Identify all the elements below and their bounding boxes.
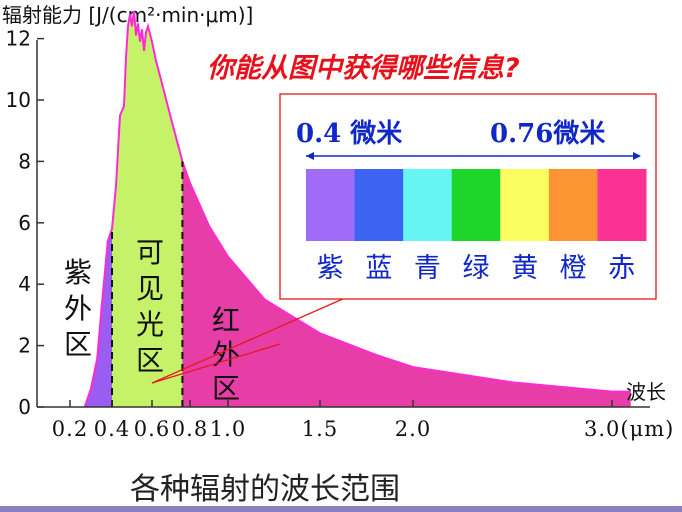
- x-axis-label: 波长: [626, 380, 666, 404]
- uv-label-char-3: 区: [64, 328, 92, 361]
- spectrum-color-name: 青: [414, 253, 441, 284]
- y-tick-label: 8: [18, 149, 31, 173]
- bottom-strip: [0, 506, 682, 512]
- y-tick-label: 12: [6, 27, 31, 51]
- ir-label-char-3: 区: [212, 372, 240, 405]
- x-tick-label: 0.4: [94, 417, 130, 441]
- spectrum-swatch: [306, 169, 356, 241]
- x-ticks: 0.2 0.4 0.6 0.8 1.0 1.5 2.0 3.0(μm): [52, 400, 674, 441]
- question-text: 你能从图中获得哪些信息?: [207, 53, 520, 84]
- y-tick-label: 0: [18, 395, 31, 419]
- spectrum-color-name: 蓝: [365, 253, 392, 284]
- uv-label-char-1: 紫: [64, 256, 92, 289]
- spectrum-swatch: [451, 169, 501, 241]
- spectrum-color-name: 赤: [608, 253, 635, 284]
- x-tick-label: 1.5: [302, 417, 338, 441]
- spectrum-swatch: [500, 169, 550, 241]
- x-tick-label: 1.0: [210, 417, 246, 441]
- x-tick-label: 3.0(μm): [584, 417, 674, 441]
- arrow-right-head: [633, 152, 641, 160]
- callout-line-lower: [151, 343, 281, 384]
- spectrum-box: 0.4 微米 0.76微米 紫蓝青绿黄橙赤: [279, 93, 657, 300]
- arrow-left-head: [306, 152, 314, 160]
- visible-label-char-2: 见: [136, 272, 164, 305]
- radiation-curve: [83, 10, 631, 408]
- spectrum-color-name: 绿: [463, 253, 490, 284]
- x-tick-label: 2.0: [395, 417, 431, 441]
- callout-line-upper: [151, 297, 346, 384]
- spectrum-swatch: [548, 169, 598, 241]
- spectrum-right-label: 0.76微米: [490, 118, 605, 149]
- y-ticks: 0 2 4 6 8 10 12: [6, 27, 44, 419]
- y-tick-label: 10: [6, 88, 31, 112]
- spectrum-left-label: 0.4 微米: [296, 118, 402, 149]
- x-tick-label: 0.6: [134, 417, 170, 441]
- region-label-visible: 可 见 光 区: [136, 236, 164, 377]
- ir-label-char-1: 红: [212, 304, 240, 337]
- visible-label-char-1: 可: [136, 236, 164, 269]
- y-tick-label: 4: [18, 272, 31, 296]
- x-tick-label: 0.2: [52, 417, 88, 441]
- y-tick-label: 6: [18, 211, 31, 235]
- spectrum-swatch: [403, 169, 453, 241]
- region-fill: [182, 161, 631, 407]
- region-boundaries: [111, 161, 184, 407]
- region-label-uv: 紫 外 区: [64, 256, 92, 361]
- spectrum-swatch: [597, 169, 647, 241]
- spectrum-color-names: 紫蓝青绿黄橙赤: [317, 253, 635, 284]
- spectrum-swatch: [354, 169, 404, 241]
- spectrum-color-name: 黄: [511, 253, 538, 284]
- spectrum-color-name: 橙: [560, 253, 587, 284]
- region-label-ir: 红 外 区: [212, 304, 240, 405]
- visible-label-char-3: 光: [136, 308, 164, 341]
- x-tick-label: 0.8: [172, 417, 208, 441]
- uv-label-char-2: 外: [64, 292, 92, 325]
- spectrum-swatches: [306, 169, 647, 241]
- region-fill: [112, 11, 183, 407]
- spectrum-color-name: 紫: [317, 253, 344, 284]
- visible-label-char-4: 区: [136, 344, 164, 377]
- y-tick-label: 2: [18, 334, 31, 358]
- chart-caption: 各种辐射的波长范围: [130, 472, 400, 507]
